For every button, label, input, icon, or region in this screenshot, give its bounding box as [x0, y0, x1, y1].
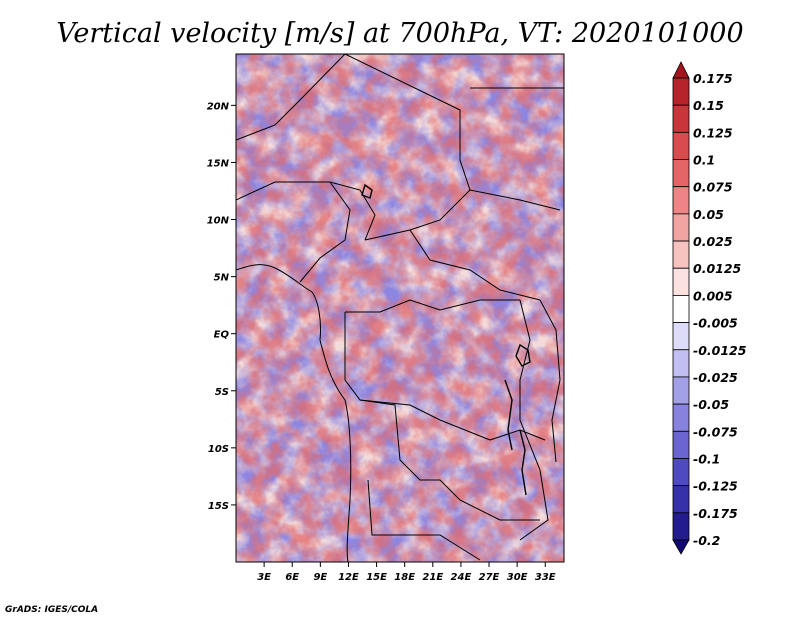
colorbar-segment	[672, 430, 690, 459]
colorbar-label: -0.0125	[693, 343, 747, 358]
colorbar-segment	[672, 104, 690, 133]
chart-title: Vertical velocity [m/s] at 700hPa, VT: 2…	[56, 18, 743, 49]
colorbar-segment	[672, 295, 690, 323]
x-tick-label: 6E	[285, 572, 299, 583]
y-tick-label: 15N	[207, 158, 230, 169]
y-tick-label: 5S	[215, 387, 229, 398]
colorbar-label: 0.175	[693, 71, 733, 86]
colorbar-segment	[672, 186, 690, 215]
colorbar-label: -0.005	[693, 316, 738, 331]
colorbar-label: 0.005	[693, 288, 733, 303]
colorbar-label: -0.075	[693, 424, 738, 439]
y-tick-label: 15S	[208, 501, 229, 512]
colorbar-label: 0.025	[693, 234, 733, 249]
colorbar-segment	[672, 131, 690, 160]
x-tick-label: 21E	[422, 572, 443, 583]
lakes	[361, 183, 531, 496]
plot-frame	[235, 53, 565, 563]
colorbar-segment	[672, 240, 690, 269]
colorbar-segment	[672, 349, 690, 378]
colorbar-segment	[672, 77, 690, 106]
colorbar-label: -0.2	[693, 533, 720, 548]
colorbar-label: 0.0125	[693, 261, 742, 276]
colorbar-segment	[672, 159, 690, 188]
colorbar-label: -0.05	[693, 397, 729, 412]
colorbar-segment	[672, 322, 690, 351]
colorbar-label: 0.05	[693, 207, 724, 222]
x-tick-label: 12E	[338, 572, 359, 583]
x-tick-label: 3E	[257, 572, 271, 583]
field-red-regions	[236, 54, 564, 562]
colorbar-label: -0.175	[693, 506, 738, 521]
colorbar-segment	[672, 485, 690, 514]
colorbar-label: 0.15	[693, 98, 724, 113]
colorbar-segment	[672, 512, 690, 541]
x-tick-label: 30E	[507, 572, 528, 583]
x-tick-label: 15E	[366, 572, 387, 583]
colorbar-label: -0.1	[693, 451, 720, 466]
x-tick-label: 18E	[394, 572, 415, 583]
colorbar-label: -0.025	[693, 370, 738, 385]
colorbar-top-triangle	[672, 61, 690, 79]
x-tick-label: 33E	[535, 572, 556, 583]
colorbar-segment	[672, 458, 690, 487]
x-tick-label: 9E	[313, 572, 327, 583]
y-tick-label: 10N	[207, 216, 230, 227]
colorbar-segment	[672, 376, 690, 405]
colorbar-label: 0.075	[693, 180, 733, 195]
colorbar-bottom-triangle	[672, 539, 690, 555]
colorbar: 0.175 0.15 0.125 0.1 0.075 0.05 0.025 0.0125 0.0…	[672, 61, 747, 555]
y-axis: 20N 15N 10N 5N EQ 5S 10S 15S	[207, 101, 236, 512]
colorbar-label: 0.1	[693, 153, 715, 168]
y-tick-label: 20N	[207, 101, 230, 112]
x-axis: 3E 6E 9E 12E 15E 18E 21E 24E 27E 30E 33E	[257, 562, 556, 583]
x-tick-label: 24E	[451, 572, 472, 583]
y-tick-label: EQ	[214, 330, 230, 341]
grads-credit: GrADS: IGES/COLA	[5, 605, 98, 615]
colorbar-label: 0.125	[693, 125, 733, 140]
colorbar-segment	[672, 267, 690, 296]
colorbar-segment	[672, 403, 690, 432]
y-tick-label: 5N	[214, 273, 230, 284]
country-borders	[236, 54, 564, 562]
y-tick-label: 10S	[208, 444, 229, 455]
colorbar-segment	[672, 213, 690, 242]
colorbar-label: -0.125	[693, 479, 738, 494]
x-tick-label: 27E	[479, 572, 500, 583]
plot-area	[236, 54, 564, 562]
